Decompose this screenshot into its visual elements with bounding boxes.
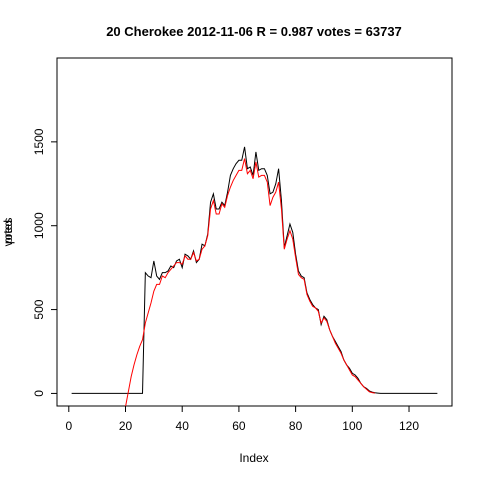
y-tick-label: 1500 (32, 128, 46, 155)
x-tick-label: 80 (289, 419, 303, 433)
y-axis-label: votes (1, 218, 15, 247)
series-line (71, 146, 438, 394)
plot-frame (56, 57, 453, 407)
x-axis-label: Index (239, 451, 268, 465)
x-tick-label: 60 (232, 419, 246, 433)
y-tick-label: 1000 (32, 212, 46, 239)
x-tick-label: 20 (119, 419, 133, 433)
x-tick-label: 40 (176, 419, 190, 433)
x-tick-label: 120 (399, 419, 419, 433)
y-axis-label: pred (1, 220, 15, 244)
x-tick-label: 0 (65, 419, 72, 433)
x-tick-label: 100 (342, 419, 362, 433)
y-tick-label: 500 (32, 299, 46, 319)
chart-title: 20 Cherokee 2012-11-06 R = 0.987 votes =… (106, 24, 402, 39)
series-line (125, 158, 376, 406)
y-tick-label: 0 (32, 390, 46, 397)
